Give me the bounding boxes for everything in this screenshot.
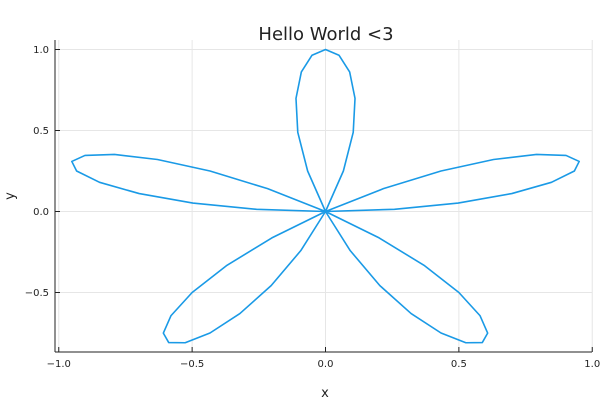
x-tick-label: −1.0: [47, 359, 71, 370]
y-axis-label: y: [3, 192, 18, 200]
y-ticks: −0.5 0.0 0.5 1.0: [25, 45, 60, 299]
y-tick-label: 0.0: [33, 207, 49, 218]
y-tick-label: 0.5: [33, 126, 49, 137]
x-tick-label: 0.5: [451, 359, 467, 370]
x-tick-label: 0.0: [318, 359, 334, 370]
x-tick-label: 1.0: [584, 359, 600, 370]
x-ticks: −1.0 −0.5 0.0 0.5 1.0: [47, 347, 600, 370]
x-axis-label: x: [321, 386, 329, 400]
chart-title: Hello World <3: [258, 24, 393, 45]
y-tick-label: −0.5: [25, 288, 49, 299]
series-group: [71, 48, 580, 344]
grid: [55, 40, 593, 352]
y-tick-label: 1.0: [33, 45, 49, 56]
x-tick-label: −0.5: [180, 359, 204, 370]
series-line: [71, 48, 580, 344]
